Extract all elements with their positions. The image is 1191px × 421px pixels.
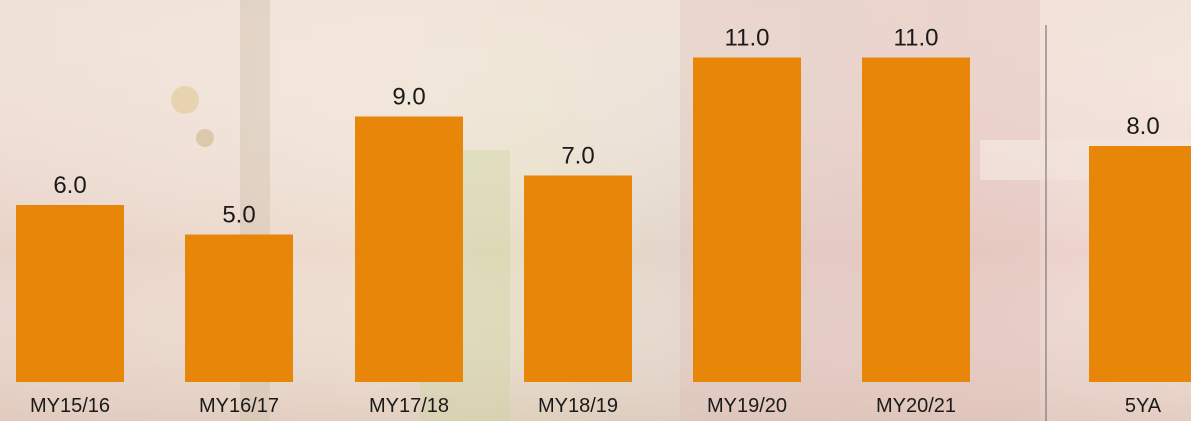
value-label: 9.0 bbox=[392, 84, 425, 111]
category-label: MY19/20 bbox=[707, 395, 787, 417]
bar bbox=[524, 175, 632, 382]
bar bbox=[862, 57, 970, 382]
value-label: 11.0 bbox=[725, 25, 770, 52]
category-label: MY15/16 bbox=[30, 395, 110, 417]
category-label: 5YA bbox=[1125, 395, 1162, 417]
category-label: MY16/17 bbox=[199, 395, 279, 417]
value-label: 5.0 bbox=[222, 202, 255, 229]
bar bbox=[16, 205, 124, 382]
bar bbox=[1089, 146, 1191, 382]
bar bbox=[355, 116, 463, 382]
bar bbox=[185, 234, 293, 382]
value-label: 7.0 bbox=[561, 143, 594, 170]
category-label: MY20/21 bbox=[876, 395, 956, 417]
category-label: MY17/18 bbox=[369, 395, 449, 417]
category-label: MY18/19 bbox=[538, 395, 618, 417]
value-label: 6.0 bbox=[53, 172, 86, 199]
value-label: 11.0 bbox=[894, 25, 939, 52]
bar bbox=[693, 57, 801, 382]
value-label: 8.0 bbox=[1126, 113, 1159, 140]
